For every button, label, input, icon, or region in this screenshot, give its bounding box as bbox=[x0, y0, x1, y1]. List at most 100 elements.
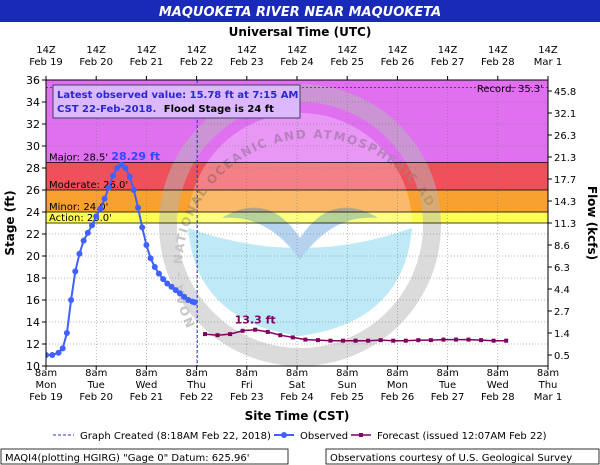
forecast-point bbox=[353, 338, 358, 343]
flow-tick-label: 11.3 bbox=[554, 219, 576, 230]
bottom-tick-label: 8am bbox=[286, 368, 308, 379]
flow-tick-label: 17.7 bbox=[554, 175, 576, 186]
flow-tick-label: 45.8 bbox=[554, 87, 576, 98]
top-tick-label: 14Z bbox=[187, 45, 207, 56]
flood-band-label: Minor: 24.0' bbox=[49, 202, 108, 213]
observed-point bbox=[63, 330, 70, 336]
flood-band bbox=[46, 212, 548, 223]
bottom-tick-label: 8am bbox=[537, 368, 559, 379]
top-tick-label: Feb 24 bbox=[280, 57, 314, 68]
bottom-tick-label: Feb 27 bbox=[431, 392, 465, 403]
observed-point bbox=[143, 242, 150, 248]
info-line-2: CST 22-Feb-2018. Flood Stage is 24 ft bbox=[57, 104, 274, 115]
top-tick-label: Feb 27 bbox=[431, 57, 465, 68]
observed-point bbox=[76, 250, 83, 257]
bottom-tick-label: Thu bbox=[538, 380, 558, 391]
top-tick-label: 14Z bbox=[337, 45, 357, 56]
bottom-tick-label: 8am bbox=[135, 368, 157, 379]
observed-point bbox=[168, 283, 175, 290]
observed-point bbox=[126, 173, 133, 180]
top-tick-label: 14Z bbox=[137, 45, 157, 56]
forecast-point bbox=[265, 329, 270, 334]
legend-observed-label: Observed bbox=[300, 431, 348, 442]
forecast-point bbox=[215, 333, 220, 338]
flow-tick-label: 0.5 bbox=[554, 351, 570, 362]
bottom-tick-label: Feb 19 bbox=[29, 392, 63, 403]
bottom-tick-label: Feb 22 bbox=[180, 392, 214, 403]
observed-point bbox=[118, 161, 125, 168]
chart-title: MAQUOKETA RIVER NEAR MAQUOKETA bbox=[159, 5, 441, 20]
observed-point bbox=[105, 184, 112, 191]
top-axis-title: Universal Time (UTC) bbox=[229, 25, 372, 39]
bottom-tick-label: 8am bbox=[487, 368, 509, 379]
top-tick-label: Feb 26 bbox=[381, 57, 415, 68]
forecast-point bbox=[378, 338, 383, 343]
top-tick-label: 14Z bbox=[388, 45, 408, 56]
observed-point bbox=[84, 229, 91, 236]
stage-tick-label: 20 bbox=[26, 250, 40, 263]
bottom-tick-label: Wed bbox=[135, 380, 157, 391]
bottom-tick-label: 8am bbox=[35, 368, 57, 379]
bottom-tick-label: Mon bbox=[35, 380, 56, 391]
bottom-tick-label: Tue bbox=[438, 380, 456, 391]
observed-point bbox=[191, 299, 198, 306]
observed-point bbox=[139, 224, 146, 231]
legend-forecast-marker bbox=[359, 433, 363, 437]
forecast-point bbox=[428, 338, 433, 343]
stage-tick-label: 10 bbox=[26, 360, 40, 373]
stage-axis-title: Stage (ft) bbox=[3, 190, 17, 255]
top-tick-label: Feb 19 bbox=[29, 57, 63, 68]
forecast-point bbox=[491, 338, 496, 343]
forecast-point bbox=[441, 337, 446, 342]
stage-tick-label: 16 bbox=[26, 294, 40, 307]
x-axis-title: Site Time (CST) bbox=[245, 409, 350, 423]
top-tick-label: 14Z bbox=[538, 45, 558, 56]
legend-graph-created-label: Graph Created (8:18AM Feb 22, 2018) bbox=[80, 431, 271, 442]
info-line-1: Latest observed value: 15.78 ft at 7:15 … bbox=[57, 90, 298, 101]
observed-point bbox=[151, 264, 158, 270]
bottom-tick-label: Feb 28 bbox=[481, 392, 515, 403]
bottom-tick-label: 8am bbox=[85, 368, 107, 379]
observed-point bbox=[181, 293, 188, 300]
watermark-bird bbox=[222, 207, 378, 260]
top-tick-label: 14Z bbox=[237, 45, 257, 56]
top-tick-label: Feb 21 bbox=[130, 57, 164, 68]
stage-tick-label: 12 bbox=[26, 338, 40, 351]
legend: Graph Created (8:18AM Feb 22, 2018) Obse… bbox=[53, 431, 547, 442]
observed-point bbox=[80, 237, 87, 244]
stage-tick-label: 26 bbox=[26, 184, 40, 197]
flow-tick-label: 21.3 bbox=[554, 153, 576, 164]
bottom-tick-label: Feb 21 bbox=[130, 392, 164, 403]
forecast-crest-label: 13.3 ft bbox=[235, 314, 276, 327]
observed-point bbox=[172, 287, 179, 294]
info-box-frame bbox=[52, 84, 301, 119]
stage-tick-label: 34 bbox=[26, 96, 40, 109]
flood-band-label: Action: 23.0' bbox=[49, 213, 112, 224]
observed-point bbox=[59, 345, 66, 352]
bottom-tick-label: Fri bbox=[241, 380, 253, 391]
forecast-point bbox=[240, 328, 245, 333]
legend-forecast-label: Forecast (issued 12:07AM Feb 22) bbox=[377, 431, 547, 442]
top-tick-label: 14Z bbox=[36, 45, 56, 56]
bottom-tick-label: Feb 26 bbox=[381, 392, 415, 403]
observed-point bbox=[89, 222, 96, 229]
forecast-point bbox=[466, 337, 471, 342]
top-tick-label: 14Z bbox=[438, 45, 458, 56]
observed-point bbox=[109, 172, 116, 179]
bottom-tick-label: Sun bbox=[338, 380, 357, 391]
flow-tick-label: 1.4 bbox=[554, 329, 570, 340]
flood-band-label: Major: 28.5' bbox=[49, 153, 108, 164]
title-bar bbox=[0, 0, 600, 22]
flow-tick-label: 6.3 bbox=[554, 263, 570, 274]
observed-point bbox=[55, 349, 62, 356]
forecast-point bbox=[278, 333, 283, 338]
stage-tick-label: 14 bbox=[26, 316, 40, 329]
forecast-point bbox=[315, 338, 320, 343]
forecast-point bbox=[228, 332, 233, 337]
bottom-tick-label: Feb 24 bbox=[280, 392, 314, 403]
stage-tick-label: 32 bbox=[26, 118, 40, 131]
bottom-tick-label: Feb 20 bbox=[79, 392, 113, 403]
